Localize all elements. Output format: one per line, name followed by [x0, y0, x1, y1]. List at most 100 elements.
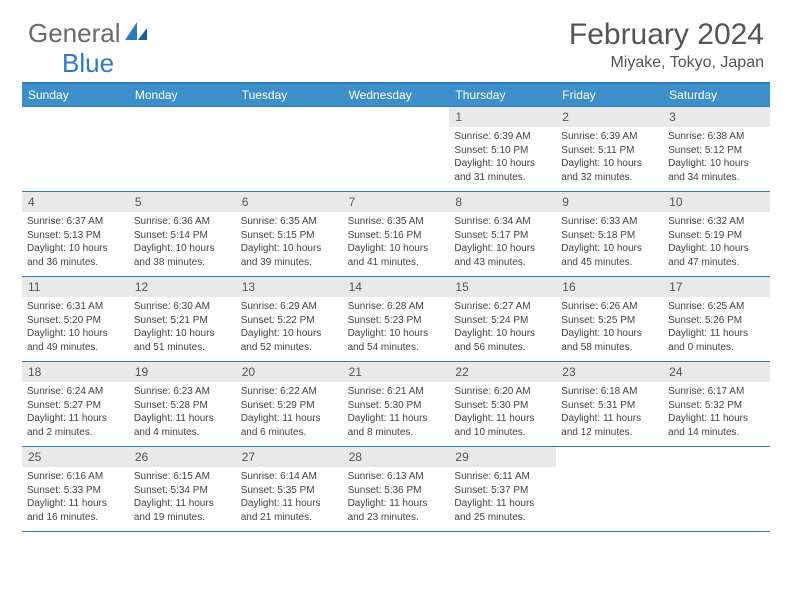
- day-details: Sunrise: 6:35 AMSunset: 5:15 PMDaylight:…: [236, 212, 343, 273]
- sunrise-text: Sunrise: 6:22 AM: [241, 385, 338, 399]
- sunset-text: Sunset: 5:22 PM: [241, 314, 338, 328]
- calendar-day-cell: 11Sunrise: 6:31 AMSunset: 5:20 PMDayligh…: [22, 277, 129, 361]
- calendar-day-cell: 2Sunrise: 6:39 AMSunset: 5:11 PMDaylight…: [556, 107, 663, 191]
- daylight-text: Daylight: 10 hours and 39 minutes.: [241, 242, 338, 269]
- sunset-text: Sunset: 5:19 PM: [668, 229, 765, 243]
- daylight-text: Daylight: 11 hours and 4 minutes.: [134, 412, 231, 439]
- sunrise-text: Sunrise: 6:18 AM: [561, 385, 658, 399]
- calendar-empty-cell: [129, 107, 236, 191]
- day-details: Sunrise: 6:35 AMSunset: 5:16 PMDaylight:…: [343, 212, 450, 273]
- day-details: Sunrise: 6:25 AMSunset: 5:26 PMDaylight:…: [663, 297, 770, 358]
- day-details: Sunrise: 6:13 AMSunset: 5:36 PMDaylight:…: [343, 467, 450, 528]
- day-details: Sunrise: 6:17 AMSunset: 5:32 PMDaylight:…: [663, 382, 770, 443]
- sunrise-text: Sunrise: 6:36 AM: [134, 215, 231, 229]
- sunrise-text: Sunrise: 6:33 AM: [561, 215, 658, 229]
- sunrise-text: Sunrise: 6:17 AM: [668, 385, 765, 399]
- day-details: Sunrise: 6:16 AMSunset: 5:33 PMDaylight:…: [22, 467, 129, 528]
- daylight-text: Daylight: 10 hours and 34 minutes.: [668, 157, 765, 184]
- sunset-text: Sunset: 5:33 PM: [27, 484, 124, 498]
- day-number: 11: [22, 277, 129, 297]
- daylight-text: Daylight: 11 hours and 2 minutes.: [27, 412, 124, 439]
- daylight-text: Daylight: 10 hours and 43 minutes.: [454, 242, 551, 269]
- calendar: SundayMondayTuesdayWednesdayThursdayFrid…: [22, 82, 770, 532]
- sunset-text: Sunset: 5:34 PM: [134, 484, 231, 498]
- sunset-text: Sunset: 5:14 PM: [134, 229, 231, 243]
- day-header-cell: Friday: [556, 84, 663, 106]
- logo-text-general: General: [28, 18, 121, 49]
- day-details: Sunrise: 6:23 AMSunset: 5:28 PMDaylight:…: [129, 382, 236, 443]
- sunrise-text: Sunrise: 6:31 AM: [27, 300, 124, 314]
- sunrise-text: Sunrise: 6:34 AM: [454, 215, 551, 229]
- day-number: 3: [663, 107, 770, 127]
- day-number: 28: [343, 447, 450, 467]
- day-number: 7: [343, 192, 450, 212]
- page-header: General February 2024 Miyake, Tokyo, Jap…: [0, 0, 792, 76]
- day-header-row: SundayMondayTuesdayWednesdayThursdayFrid…: [22, 84, 770, 106]
- day-details: Sunrise: 6:14 AMSunset: 5:35 PMDaylight:…: [236, 467, 343, 528]
- day-number: 17: [663, 277, 770, 297]
- sunrise-text: Sunrise: 6:26 AM: [561, 300, 658, 314]
- calendar-day-cell: 4Sunrise: 6:37 AMSunset: 5:13 PMDaylight…: [22, 192, 129, 276]
- day-details: Sunrise: 6:33 AMSunset: 5:18 PMDaylight:…: [556, 212, 663, 273]
- sunset-text: Sunset: 5:25 PM: [561, 314, 658, 328]
- day-number: 4: [22, 192, 129, 212]
- daylight-text: Daylight: 10 hours and 47 minutes.: [668, 242, 765, 269]
- day-details: Sunrise: 6:18 AMSunset: 5:31 PMDaylight:…: [556, 382, 663, 443]
- sunset-text: Sunset: 5:31 PM: [561, 399, 658, 413]
- day-details: Sunrise: 6:29 AMSunset: 5:22 PMDaylight:…: [236, 297, 343, 358]
- sunset-text: Sunset: 5:30 PM: [348, 399, 445, 413]
- sunset-text: Sunset: 5:35 PM: [241, 484, 338, 498]
- day-details: Sunrise: 6:39 AMSunset: 5:10 PMDaylight:…: [449, 127, 556, 188]
- sunrise-text: Sunrise: 6:11 AM: [454, 470, 551, 484]
- day-number: 29: [449, 447, 556, 467]
- day-header-cell: Saturday: [663, 84, 770, 106]
- calendar-day-cell: 25Sunrise: 6:16 AMSunset: 5:33 PMDayligh…: [22, 447, 129, 531]
- daylight-text: Daylight: 10 hours and 51 minutes.: [134, 327, 231, 354]
- sunrise-text: Sunrise: 6:39 AM: [561, 130, 658, 144]
- daylight-text: Daylight: 11 hours and 23 minutes.: [348, 497, 445, 524]
- day-details: Sunrise: 6:15 AMSunset: 5:34 PMDaylight:…: [129, 467, 236, 528]
- day-number: 23: [556, 362, 663, 382]
- calendar-day-cell: 23Sunrise: 6:18 AMSunset: 5:31 PMDayligh…: [556, 362, 663, 446]
- calendar-day-cell: 9Sunrise: 6:33 AMSunset: 5:18 PMDaylight…: [556, 192, 663, 276]
- calendar-day-cell: 5Sunrise: 6:36 AMSunset: 5:14 PMDaylight…: [129, 192, 236, 276]
- daylight-text: Daylight: 11 hours and 16 minutes.: [27, 497, 124, 524]
- calendar-day-cell: 12Sunrise: 6:30 AMSunset: 5:21 PMDayligh…: [129, 277, 236, 361]
- calendar-day-cell: 21Sunrise: 6:21 AMSunset: 5:30 PMDayligh…: [343, 362, 450, 446]
- sunrise-text: Sunrise: 6:23 AM: [134, 385, 231, 399]
- calendar-day-cell: 27Sunrise: 6:14 AMSunset: 5:35 PMDayligh…: [236, 447, 343, 531]
- calendar-empty-cell: [663, 447, 770, 531]
- day-number: 12: [129, 277, 236, 297]
- day-details: Sunrise: 6:11 AMSunset: 5:37 PMDaylight:…: [449, 467, 556, 528]
- sunrise-text: Sunrise: 6:35 AM: [348, 215, 445, 229]
- day-number: 2: [556, 107, 663, 127]
- daylight-text: Daylight: 11 hours and 8 minutes.: [348, 412, 445, 439]
- daylight-text: Daylight: 11 hours and 25 minutes.: [454, 497, 551, 524]
- logo-sail-icon: [123, 18, 149, 49]
- sunset-text: Sunset: 5:36 PM: [348, 484, 445, 498]
- day-number: 5: [129, 192, 236, 212]
- day-header-cell: Sunday: [22, 84, 129, 106]
- sunrise-text: Sunrise: 6:27 AM: [454, 300, 551, 314]
- day-details: Sunrise: 6:21 AMSunset: 5:30 PMDaylight:…: [343, 382, 450, 443]
- calendar-day-cell: 6Sunrise: 6:35 AMSunset: 5:15 PMDaylight…: [236, 192, 343, 276]
- sunset-text: Sunset: 5:21 PM: [134, 314, 231, 328]
- logo: General: [28, 18, 149, 49]
- calendar-day-cell: 7Sunrise: 6:35 AMSunset: 5:16 PMDaylight…: [343, 192, 450, 276]
- calendar-week-row: 25Sunrise: 6:16 AMSunset: 5:33 PMDayligh…: [22, 446, 770, 532]
- day-number: 14: [343, 277, 450, 297]
- calendar-day-cell: 18Sunrise: 6:24 AMSunset: 5:27 PMDayligh…: [22, 362, 129, 446]
- day-details: Sunrise: 6:36 AMSunset: 5:14 PMDaylight:…: [129, 212, 236, 273]
- calendar-day-cell: 24Sunrise: 6:17 AMSunset: 5:32 PMDayligh…: [663, 362, 770, 446]
- day-header-cell: Monday: [129, 84, 236, 106]
- day-details: Sunrise: 6:30 AMSunset: 5:21 PMDaylight:…: [129, 297, 236, 358]
- calendar-week-row: 11Sunrise: 6:31 AMSunset: 5:20 PMDayligh…: [22, 276, 770, 361]
- day-number: 8: [449, 192, 556, 212]
- daylight-text: Daylight: 10 hours and 49 minutes.: [27, 327, 124, 354]
- calendar-empty-cell: [343, 107, 450, 191]
- calendar-empty-cell: [236, 107, 343, 191]
- sunset-text: Sunset: 5:17 PM: [454, 229, 551, 243]
- location-label: Miyake, Tokyo, Japan: [569, 54, 764, 72]
- calendar-day-cell: 13Sunrise: 6:29 AMSunset: 5:22 PMDayligh…: [236, 277, 343, 361]
- day-number: 27: [236, 447, 343, 467]
